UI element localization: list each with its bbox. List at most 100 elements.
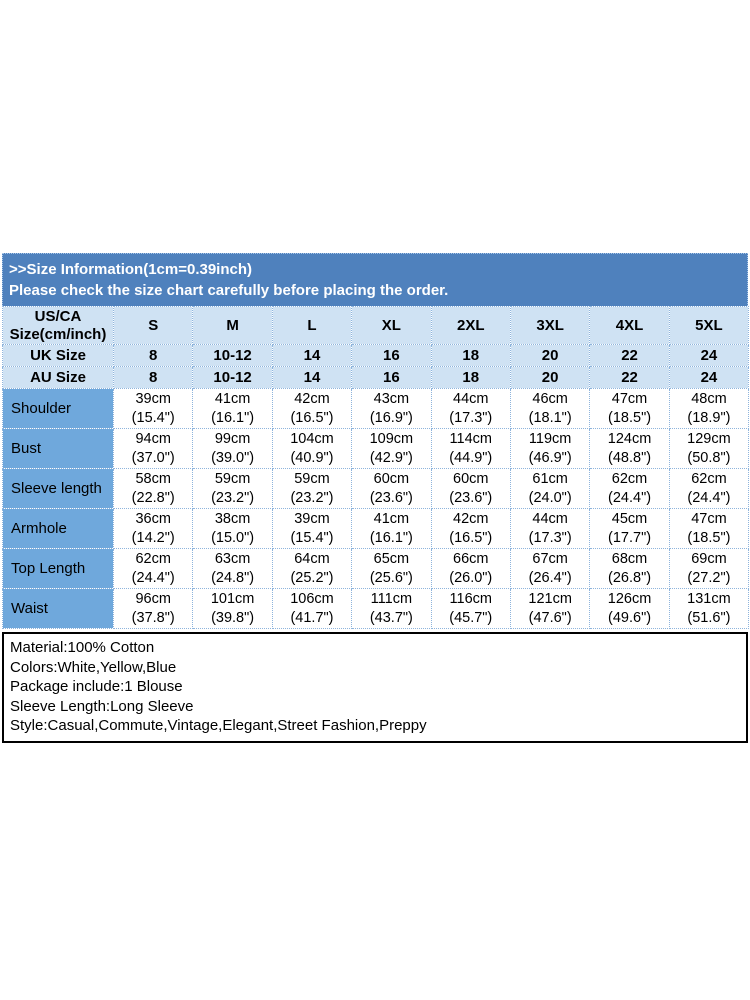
measurement-value: 66cm (26.0") xyxy=(430,548,511,589)
region-size-value: 18 xyxy=(430,344,511,367)
measurement-row-label: Shoulder xyxy=(2,388,114,429)
region-size-value: 16 xyxy=(351,366,432,389)
measurement-value: 63cm (24.8") xyxy=(192,548,273,589)
measurement-value: 119cm (46.9") xyxy=(509,428,591,469)
measurement-row-label: Armhole xyxy=(2,508,114,549)
size-column-header: XL xyxy=(351,306,432,345)
region-size-value: 22 xyxy=(589,366,670,389)
size-column-header: M xyxy=(192,306,273,345)
measurement-value: 116cm (45.7") xyxy=(430,588,511,629)
measurement-value: 46cm (18.1") xyxy=(509,388,591,429)
size-column-header: 3XL xyxy=(509,306,591,345)
measurement-value: 99cm (39.0") xyxy=(192,428,273,469)
measurement-value: 48cm (18.9") xyxy=(668,388,750,429)
measurement-value: 42cm (16.5") xyxy=(430,508,511,549)
measurement-value: 131cm (51.6") xyxy=(668,588,750,629)
size-column-header: 5XL xyxy=(668,306,750,345)
measurement-value: 61cm (24.0") xyxy=(509,468,591,509)
measurement-value: 96cm (37.8") xyxy=(112,588,194,629)
measurement-value: 111cm (43.7") xyxy=(351,588,432,629)
size-info-content: >>Size Information(1cm=0.39inch) Please … xyxy=(2,253,750,743)
measurement-value: 60cm (23.6") xyxy=(351,468,432,509)
size-system-header: US/CA Size(cm/inch) xyxy=(2,306,114,345)
measurement-value: 60cm (23.6") xyxy=(430,468,511,509)
measurement-value: 47cm (18.5") xyxy=(668,508,750,549)
banner-title: >>Size Information(1cm=0.39inch) xyxy=(9,261,252,278)
measurement-value: 69cm (27.2") xyxy=(668,548,750,589)
measurement-value: 124cm (48.8") xyxy=(589,428,670,469)
measurement-row: Top Length 62cm (24.4") 63cm (24.8") 64cm (… xyxy=(2,548,750,589)
banner-subtitle: Please check the size chart carefully be… xyxy=(9,282,449,299)
measurement-value: 62cm (24.4") xyxy=(589,468,670,509)
measurement-row: Waist 96cm (37.8") 101cm (39.8") 106cm (41.… xyxy=(2,588,750,629)
region-size-value: 22 xyxy=(589,344,670,367)
measurement-value: 104cm (40.9") xyxy=(271,428,353,469)
measurement-value: 64cm (25.2") xyxy=(271,548,353,589)
measurement-value: 129cm (50.8") xyxy=(668,428,750,469)
measurement-value: 94cm (37.0") xyxy=(112,428,194,469)
measurement-row-label: Bust xyxy=(2,428,114,469)
region-size-value: 8 xyxy=(112,344,194,367)
measurement-value: 114cm (44.9") xyxy=(430,428,511,469)
measurement-value: 38cm (15.0") xyxy=(192,508,273,549)
measurement-value: 65cm (25.6") xyxy=(351,548,432,589)
region-size-value: 24 xyxy=(668,366,750,389)
region-size-row: AU Size 8 10-12 14 16 18 20 22 24 xyxy=(2,366,750,389)
measurement-value: 58cm (22.8") xyxy=(112,468,194,509)
measurement-value: 43cm (16.9") xyxy=(351,388,432,429)
measurement-value: 106cm (41.7") xyxy=(271,588,353,629)
measurement-row-label: Waist xyxy=(2,588,114,629)
measurement-value: 62cm (24.4") xyxy=(112,548,194,589)
measurement-value: 59cm (23.2") xyxy=(271,468,353,509)
region-size-value: 20 xyxy=(509,344,591,367)
measurement-value: 39cm (15.4") xyxy=(271,508,353,549)
measurement-value: 68cm (26.8") xyxy=(589,548,670,589)
measurement-value: 126cm (49.6") xyxy=(589,588,670,629)
size-info-banner: >>Size Information(1cm=0.39inch) Please … xyxy=(2,253,748,306)
size-chart-table: US/CA Size(cm/inch) S M L XL 2XL 3XL 4XL 5XL UK S… xyxy=(2,306,750,629)
region-size-value: 20 xyxy=(509,366,591,389)
measurement-row: Shoulder 39cm (15.4") 41cm (16.1") 42cm (16… xyxy=(2,388,750,429)
product-details-box: Material:100% Cotton Colors:White,Yellow,… xyxy=(2,632,748,743)
measurement-value: 41cm (16.1") xyxy=(192,388,273,429)
measurement-value: 44cm (17.3") xyxy=(509,508,591,549)
region-size-value: 14 xyxy=(271,366,353,389)
measurement-value: 67cm (26.4") xyxy=(509,548,591,589)
measurement-value: 62cm (24.4") xyxy=(668,468,750,509)
region-size-value: 8 xyxy=(112,366,194,389)
region-size-value: 18 xyxy=(430,366,511,389)
region-size-value: 24 xyxy=(668,344,750,367)
region-row-label: AU Size xyxy=(2,366,114,389)
measurement-value: 101cm (39.8") xyxy=(192,588,273,629)
size-column-header: 4XL xyxy=(589,306,670,345)
region-size-value: 16 xyxy=(351,344,432,367)
region-size-value: 10-12 xyxy=(192,344,273,367)
region-size-value: 14 xyxy=(271,344,353,367)
measurement-row-label: Top Length xyxy=(2,548,114,589)
measurement-value: 44cm (17.3") xyxy=(430,388,511,429)
size-header-row: US/CA Size(cm/inch) S M L XL 2XL 3XL 4XL 5XL xyxy=(2,306,750,345)
measurement-row: Sleeve length 58cm (22.8") 59cm (23.2") 59c… xyxy=(2,468,750,509)
measurement-row: Bust 94cm (37.0") 99cm (39.0") 104cm (40.9"… xyxy=(2,428,750,469)
region-size-value: 10-12 xyxy=(192,366,273,389)
region-size-row: UK Size 8 10-12 14 16 18 20 22 24 xyxy=(2,344,750,367)
measurement-value: 41cm (16.1") xyxy=(351,508,432,549)
product-detail-line: Material:100% Cotton xyxy=(10,639,155,656)
measurement-value: 36cm (14.2") xyxy=(112,508,194,549)
measurement-value: 59cm (23.2") xyxy=(192,468,273,509)
measurement-value: 39cm (15.4") xyxy=(112,388,194,429)
measurement-row: Armhole 36cm (14.2") 38cm (15.0") 39cm (15.… xyxy=(2,508,750,549)
region-row-label: UK Size xyxy=(2,344,114,367)
product-detail-line: Colors:White,Yellow,Blue xyxy=(10,658,177,676)
measurement-row-label: Sleeve length xyxy=(2,468,114,509)
size-column-header: L xyxy=(271,306,353,345)
product-detail-line: Package include:1 Blouse xyxy=(10,678,183,695)
product-detail-line: Sleeve Length:Long Sleeve xyxy=(10,697,194,715)
measurement-value: 42cm (16.5") xyxy=(271,388,353,429)
measurement-value: 109cm (42.9") xyxy=(351,428,432,469)
measurement-value: 45cm (17.7") xyxy=(589,508,670,549)
measurement-value: 121cm (47.6") xyxy=(509,588,591,629)
product-detail-line: Style:Casual,Commute,Vintage,Elegant,Str… xyxy=(10,717,427,734)
size-column-header: 2XL xyxy=(430,306,511,345)
